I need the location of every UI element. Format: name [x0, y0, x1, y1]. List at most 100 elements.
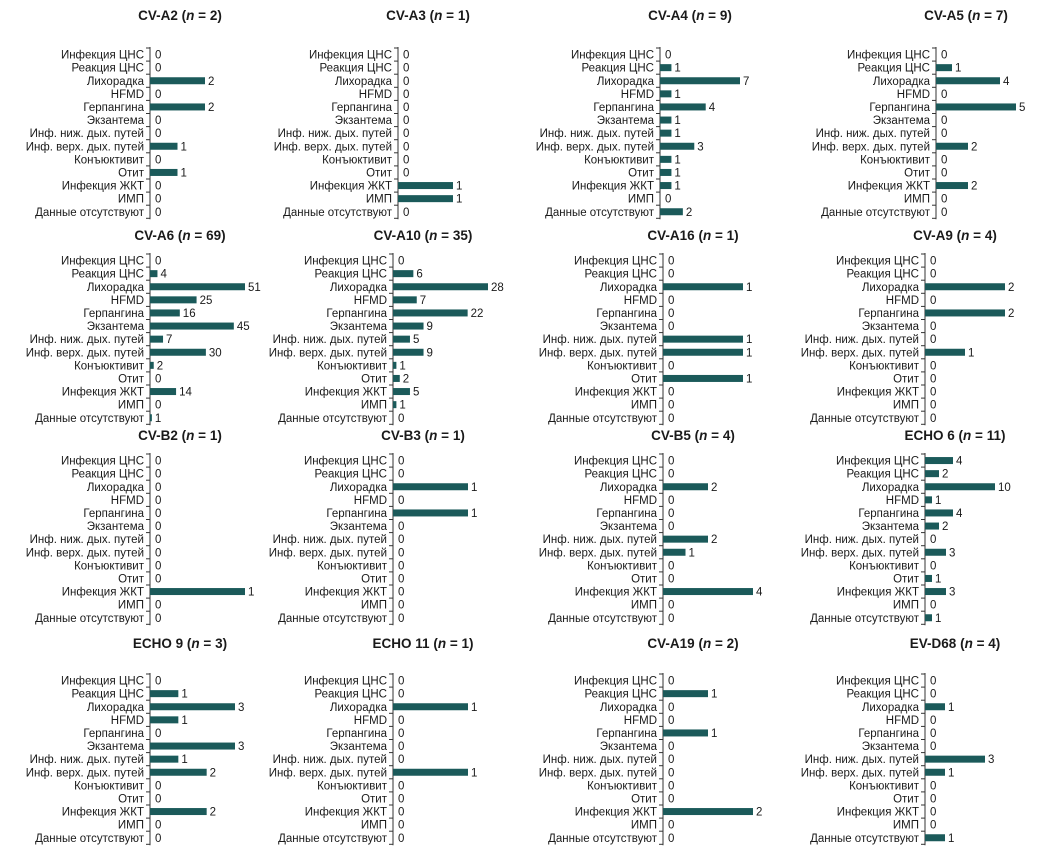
- value-label: 0: [398, 676, 404, 688]
- value-label: 0: [930, 793, 936, 805]
- value-label: 0: [403, 115, 409, 127]
- value-label: 0: [155, 128, 161, 140]
- value-label: 0: [403, 207, 409, 219]
- value-label: 0: [398, 820, 404, 832]
- value-label: 0: [155, 207, 161, 219]
- panel-title-n: 1: [452, 428, 461, 443]
- category-label: Лихорадка: [600, 282, 658, 294]
- panel-title: CV-B2 (n = 1): [138, 428, 222, 443]
- value-label: 0: [398, 689, 404, 701]
- bar: [150, 296, 197, 304]
- value-label: 0: [668, 308, 674, 320]
- value-label: 0: [930, 534, 936, 546]
- value-label: 0: [155, 469, 161, 481]
- category-label: HFMD: [897, 89, 930, 101]
- panel-title: ECHO 6 (n = 11): [904, 428, 1006, 443]
- category-label: Инф. верх. дых. путей: [269, 767, 387, 779]
- category-label: Конъюктивит: [74, 360, 145, 372]
- panel-title-name: CV-A3: [386, 8, 426, 23]
- value-label: 1: [948, 767, 954, 779]
- bar: [393, 361, 397, 369]
- category-label: ИМП: [361, 820, 387, 832]
- category-label: Отит: [631, 373, 658, 385]
- value-label: 0: [155, 833, 161, 845]
- value-label: 0: [668, 400, 674, 412]
- category-label: Инфекция ЖКТ: [62, 387, 144, 399]
- bar: [150, 414, 152, 422]
- value-label: 1: [968, 347, 974, 359]
- category-label: Конъюктивит: [322, 154, 393, 166]
- bar: [150, 77, 205, 85]
- value-label: 0: [668, 360, 674, 372]
- category-label: Инфекция ЖКТ: [305, 387, 387, 399]
- category-label: ИМП: [118, 600, 144, 612]
- category-label: Отит: [118, 373, 145, 385]
- bar-chart: Инфекция ЦНС 0 Реакция ЦНС 6 Лихорадка 28 HFMD…: [269, 253, 504, 426]
- category-label: Реакция ЦНС: [71, 269, 144, 281]
- panel-title: EV-D68 (n = 4): [909, 636, 1001, 651]
- value-label: 0: [668, 820, 674, 832]
- category-label: Инф. верх. дых. путей: [274, 141, 392, 153]
- value-label: 0: [155, 154, 161, 166]
- category-label: Отит: [361, 793, 388, 805]
- value-label: 3: [238, 741, 244, 753]
- category-label: Конъюктивит: [849, 360, 920, 372]
- value-label: 0: [930, 413, 936, 425]
- category-label: Реакция ЦНС: [846, 469, 919, 481]
- category-label: Инфекция ЦНС: [571, 50, 654, 62]
- value-label: 0: [941, 89, 947, 101]
- bar-chart: Инфекция ЦНС 0 Реакция ЦНС 1 Лихорадка 0 HFMD 0…: [539, 673, 762, 846]
- category-label: Данные отсутствуют: [35, 613, 145, 625]
- bar: [660, 129, 672, 137]
- bar: [925, 283, 1005, 291]
- category-label: Реакция ЦНС: [846, 269, 919, 281]
- category-label: Экзантема: [600, 741, 658, 753]
- value-label: 0: [930, 741, 936, 753]
- category-label: Инфекция ЦНС: [309, 50, 392, 62]
- category-label: Конъюктивит: [74, 780, 145, 792]
- category-label: Реакция ЦНС: [314, 689, 387, 701]
- bar: [925, 548, 946, 556]
- bar: [393, 270, 414, 278]
- category-label: Инфекция ЦНС: [304, 676, 387, 688]
- bar: [663, 535, 708, 543]
- value-label: 1: [674, 181, 680, 193]
- value-label: 0: [668, 413, 674, 425]
- panel-title-name: CV-B2: [138, 428, 178, 443]
- panel-title-name: ECHO 6: [904, 428, 955, 443]
- value-label: 1: [935, 573, 941, 585]
- category-label: Инф. верх. дых. путей: [539, 767, 657, 779]
- value-label: 0: [403, 102, 409, 114]
- value-label: 0: [668, 508, 674, 520]
- category-label: HFMD: [886, 295, 919, 307]
- bar-chart: Инфекция ЦНС 0 Реакция ЦНС 0 Лихорадка 2 HFMD 0…: [539, 453, 763, 626]
- value-label: 2: [971, 181, 977, 193]
- bar: [393, 388, 410, 396]
- bar: [925, 309, 1005, 317]
- value-label: 0: [668, 387, 674, 399]
- value-label: 0: [398, 793, 404, 805]
- value-label: 0: [930, 321, 936, 333]
- value-label: 0: [930, 715, 936, 727]
- value-label: 1: [471, 767, 477, 779]
- bar: [663, 690, 708, 698]
- value-label: 0: [155, 793, 161, 805]
- category-label: Данные отсутствуют: [548, 833, 658, 845]
- category-label: Конъюктивит: [860, 154, 931, 166]
- value-label: 1: [456, 194, 462, 206]
- category-label: Реакция ЦНС: [71, 689, 144, 701]
- category-label: Герпангина: [83, 508, 144, 520]
- panel-title-name: CV-A2: [138, 8, 178, 23]
- category-label: Конъюктивит: [317, 560, 388, 572]
- bar: [925, 755, 985, 763]
- panel-title-name: CV-A6: [134, 228, 175, 243]
- value-label: 3: [988, 754, 994, 766]
- category-label: Инфекция ЦНС: [304, 456, 387, 468]
- category-label: Лихорадка: [87, 482, 145, 494]
- panel-title-name: EV-D68: [909, 636, 957, 651]
- bar: [925, 768, 945, 776]
- category-label: Инфекция ЖКТ: [837, 807, 919, 819]
- panel-title-n: 69: [206, 228, 222, 243]
- value-label: 0: [398, 600, 404, 612]
- category-label: Конъюктивит: [849, 560, 920, 572]
